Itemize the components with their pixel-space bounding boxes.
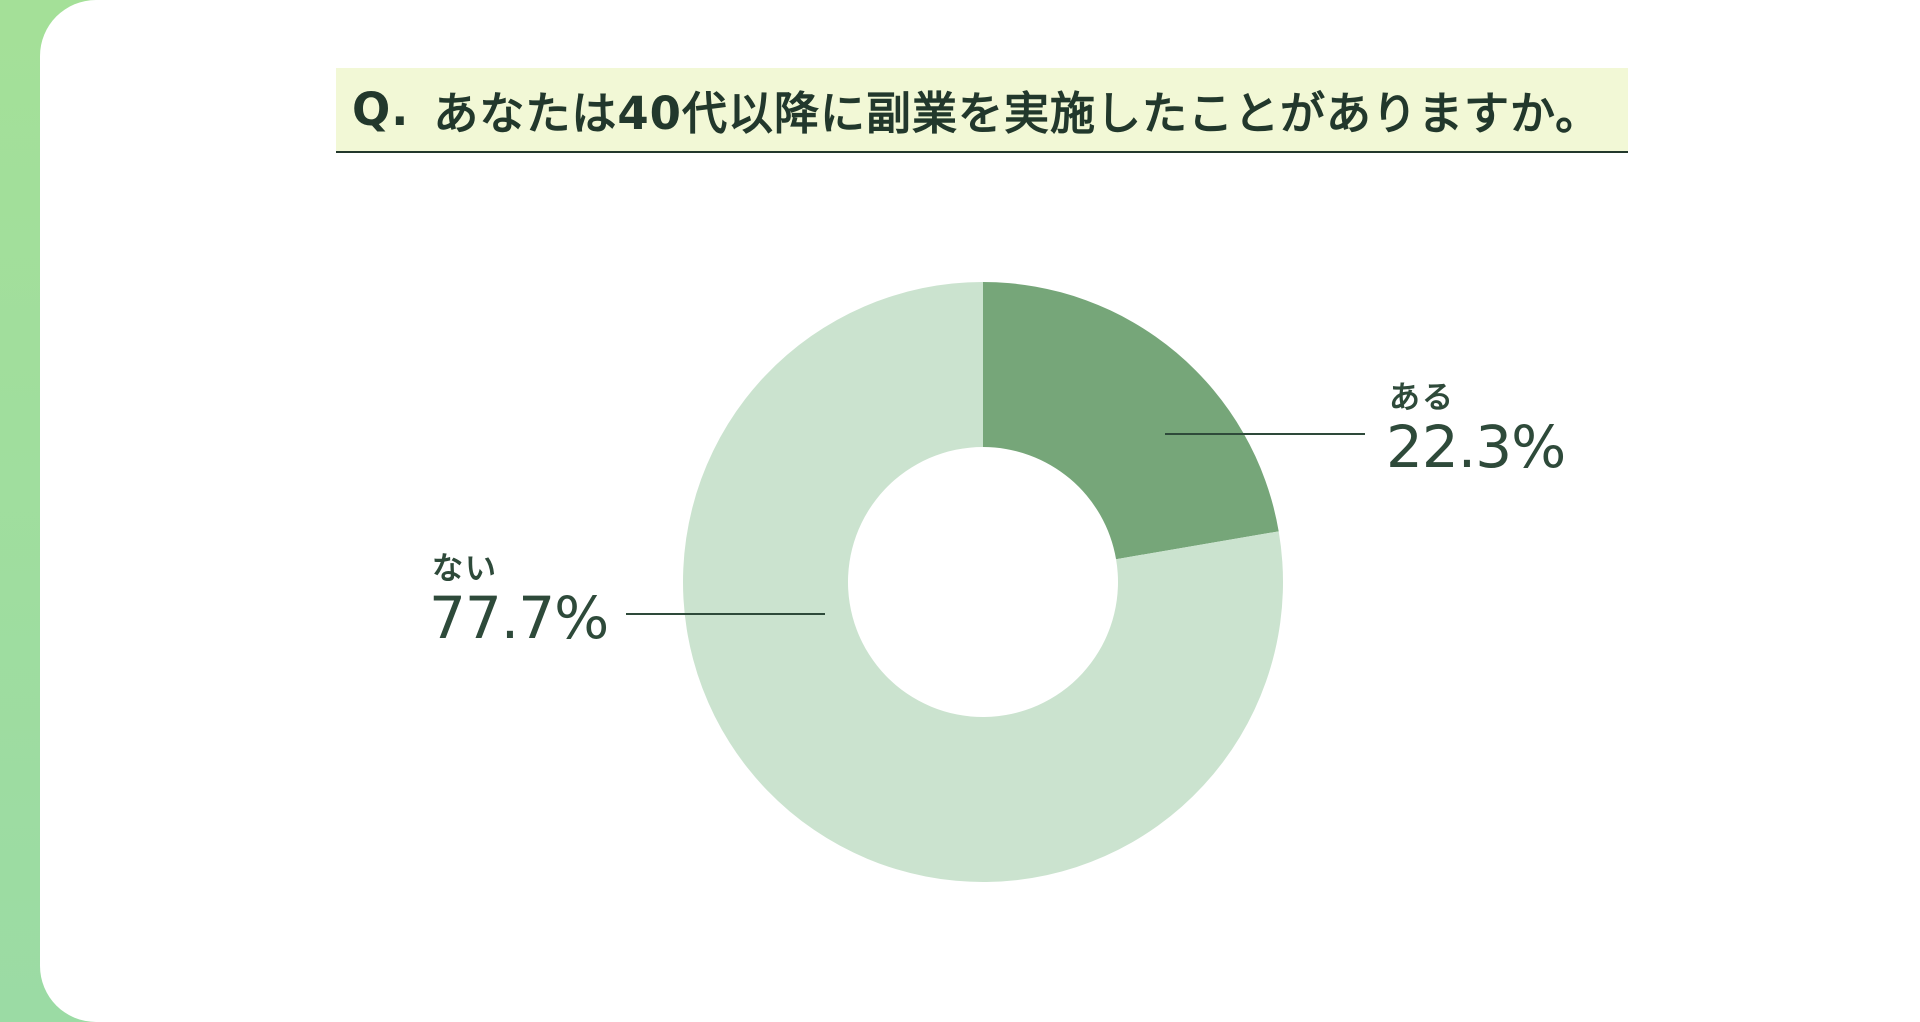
slice-label-yes: ある [1389,380,1455,416]
question-banner: Q. あなたは40代以降に副業を実施したことがありますか。 [336,68,1628,153]
question-text: あなたは40代以降に副業を実施したことがありますか。 [433,87,1602,140]
donut-slice-no [683,282,1283,883]
donut-slice-yes [983,282,1279,560]
question-prefix: Q. [352,83,410,136]
slice-value-no: 77.7% [429,584,609,652]
slice-label-no: ない [432,551,498,587]
slice-value-yes: 22.3% [1386,413,1566,481]
